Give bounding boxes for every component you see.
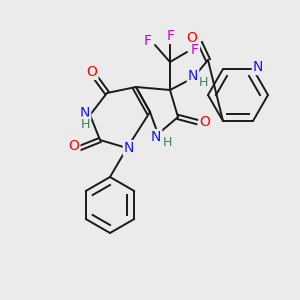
Text: N: N [151,130,161,144]
Text: O: O [200,115,210,129]
Text: N: N [188,69,198,83]
Text: N: N [124,141,134,155]
Text: F: F [191,43,199,57]
Text: H: H [198,76,208,89]
Text: O: O [87,65,98,79]
Text: H: H [162,136,172,149]
Text: O: O [187,31,197,45]
Text: N: N [80,106,90,120]
Text: O: O [69,139,80,153]
Text: H: H [80,118,90,130]
Text: F: F [167,29,175,43]
Text: N: N [253,60,263,74]
Text: F: F [144,34,152,48]
